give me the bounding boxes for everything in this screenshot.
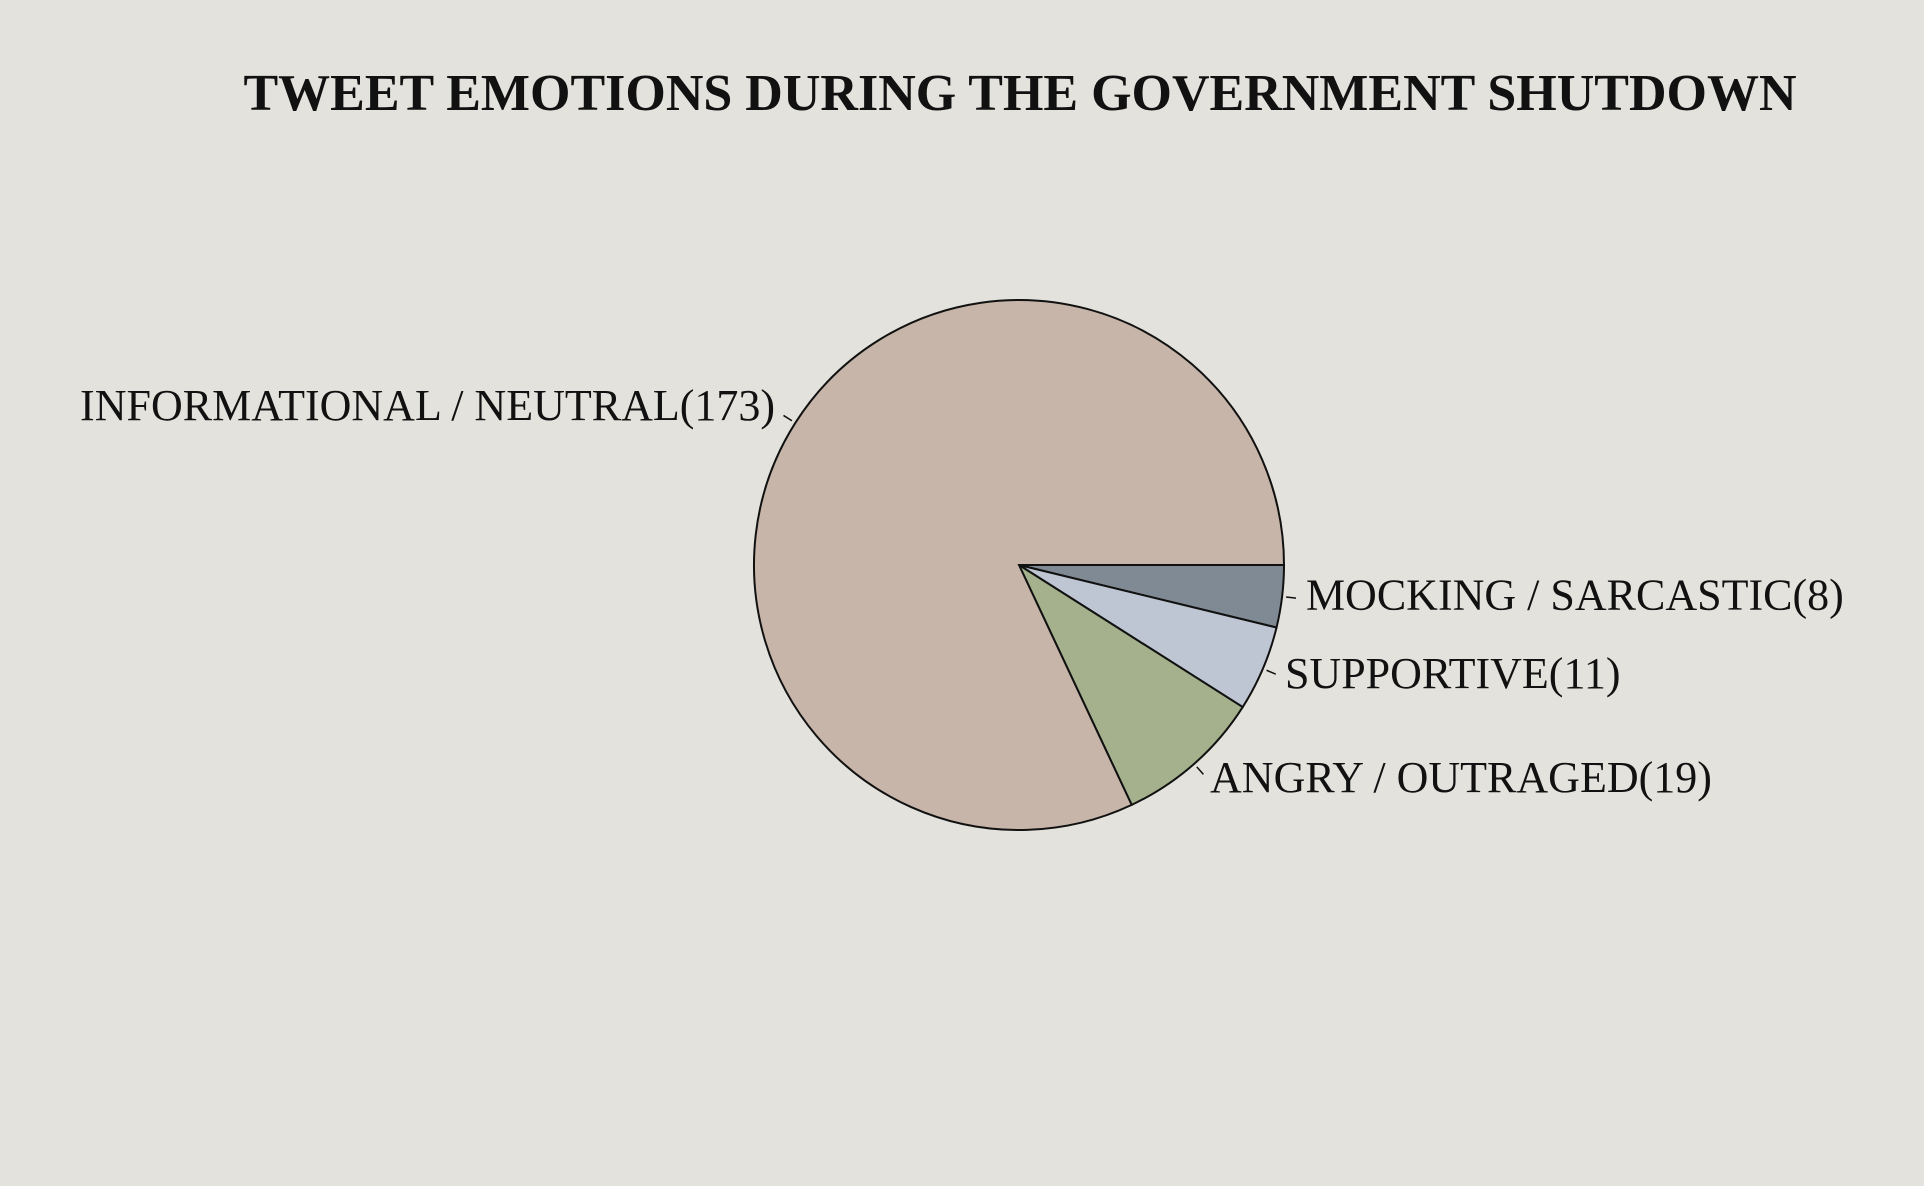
label-tick-angry-outraged: [1196, 766, 1204, 775]
pie-slices: [753, 299, 1286, 831]
label-tick-supportive: [1266, 669, 1277, 675]
slice-label-angry-outraged: ANGRY / OUTRAGED(19): [1210, 753, 1712, 802]
slice-label-informational-neutral: INFORMATIONAL / NEUTRAL(173): [80, 381, 775, 430]
label-tick-informational-neutral: [783, 414, 793, 422]
chart-title: TWEET EMOTIONS DURING THE GOVERNMENT SHU…: [243, 65, 1797, 122]
label-tick-mocking-sarcastic: [1286, 596, 1297, 599]
slice-label-supportive: SUPPORTIVE(11): [1285, 649, 1621, 698]
pie-slice-angry-outraged: [1016, 562, 1245, 807]
slice-label-mocking-sarcastic: MOCKING / SARCASTIC(8): [1306, 570, 1844, 619]
slice-labels: MOCKING / SARCASTIC(8) SUPPORTIVE(11) ANGR…: [80, 381, 1844, 802]
label-ticks: [783, 414, 1297, 775]
pie-slice-informational-neutral: [753, 299, 1286, 831]
